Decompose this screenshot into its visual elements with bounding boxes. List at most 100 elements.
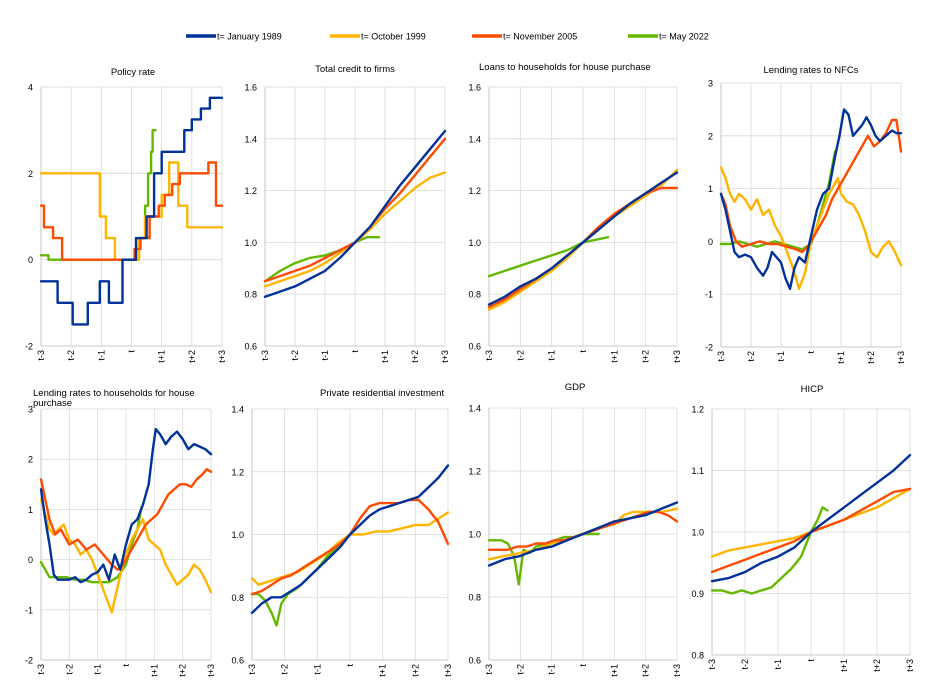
y-tick-label: 0.6 [468, 342, 481, 352]
x-tick-label: t+2 [410, 664, 420, 677]
x-tick-label: t+2 [178, 664, 188, 677]
x-tick-label: t [127, 350, 137, 353]
x-tick-label: t+3 [440, 350, 450, 363]
series-line-t-january-1989 [487, 501, 679, 567]
chart-panel-hicp: HICP 0.8 0.9 1.0 1.1 1.2 t-3 t-2 t-1 t t+1 t+2 t+3 [691, 384, 915, 672]
y-tick-label: 0.6 [244, 342, 257, 352]
y-tick-label: 1.0 [244, 238, 257, 248]
chart-panel-total-credit-to-firms: Total credit to firms 0.6 0.8 1.0 1.2 1.4 1.6 t… [244, 64, 450, 363]
x-tick-label: t-2 [746, 351, 756, 362]
series-line-t-may-2022 [719, 150, 837, 251]
x-tick-label: t-2 [515, 664, 525, 675]
series-line-t-january-1989 [39, 96, 224, 326]
y-tick-label: 3 [708, 79, 713, 89]
y-tick-label: 1.2 [468, 467, 481, 477]
y-tick-label: 3 [28, 405, 33, 415]
legend: t= January 1989 t= October 1999 t= Novembe… [186, 32, 709, 42]
x-tick-label: t+3 [672, 664, 682, 677]
y-tick-label: 0.6 [468, 656, 481, 666]
chart-title: Lending rates to NFCs [763, 65, 858, 76]
x-tick-label: t-1 [547, 350, 557, 361]
y-tick-label: 1.2 [231, 467, 244, 477]
y-tick-label: 1.2 [691, 405, 704, 415]
series-line-t-october-1999 [39, 161, 224, 261]
x-tick-label: t-2 [290, 350, 300, 361]
series-line-t-january-1989 [710, 453, 912, 583]
chart-title: Loans to households for house purchase [479, 62, 651, 73]
series-line-t-november-2005 [39, 468, 213, 571]
chart-panel-policy-rate: Policy rate -2 0 2 4 t-3 t-2 t-1 t t+1 t+2 t+3 [25, 67, 227, 363]
x-tick-label: t-2 [740, 659, 750, 670]
y-tick-label: 2 [28, 169, 33, 179]
x-tick-label: t-2 [64, 664, 74, 675]
y-tick-label: 1.6 [244, 83, 257, 93]
x-tick-label: t-3 [36, 664, 46, 675]
y-tick-label: 1.4 [231, 405, 244, 415]
x-tick-label: t+3 [672, 350, 682, 363]
series-line-t-october-1999 [250, 511, 450, 586]
x-tick-label: t-1 [320, 350, 330, 361]
x-tick-label: t-3 [36, 350, 46, 361]
y-tick-label: -2 [705, 343, 713, 353]
y-tick-label: 1 [708, 184, 713, 194]
chart-title: Private residential investment [320, 388, 444, 399]
x-tick-label: t+2 [866, 351, 876, 364]
x-tick-label: t+2 [187, 350, 197, 363]
y-tick-label: 4 [28, 83, 33, 93]
x-tick-label: t-2 [280, 664, 290, 675]
x-tick-label: t+2 [641, 664, 651, 677]
x-tick-label: t+1 [609, 664, 619, 677]
x-tick-label: t-1 [96, 350, 106, 361]
chart-panel-loans-to-households-for-house-purchase: Loans to households for house purchase 0.… [468, 62, 682, 363]
x-tick-label: t+3 [905, 659, 915, 672]
x-tick-label: t [578, 350, 588, 353]
x-tick-label: t [578, 664, 588, 667]
chart-panel-gdp: GDP 0.6 0.8 1.0 1.2 1.4 t-3 t-2 t-1 t t+1 t+2 t+3 [468, 382, 682, 677]
chart-panel-lending-rates-to-nfcs: Lending rates to NFCs -2 -1 0 1 2 3 t-3 t-2 t-1 t t… [705, 65, 906, 364]
series-line-t-may-2022 [39, 505, 143, 584]
legend-item-t-january-1989: t= January 1989 [186, 32, 282, 42]
x-tick-label: t [345, 664, 355, 667]
y-tick-label: 1.4 [244, 134, 257, 144]
x-tick-label: t+1 [836, 351, 846, 364]
x-tick-label: t-1 [773, 659, 783, 670]
x-tick-label: t [806, 351, 816, 354]
series-line-t-january-1989 [487, 171, 679, 306]
legend-label: t= November 2005 [503, 32, 577, 42]
chart-title: Total credit to firms [315, 64, 395, 75]
x-tick-label: t+2 [872, 659, 882, 672]
series-line-t-november-2005 [719, 118, 903, 254]
y-tick-label: -1 [25, 605, 33, 615]
x-tick-label: t+2 [641, 350, 651, 363]
chart-title: Policy rate [111, 67, 155, 78]
y-tick-label: 0.8 [231, 593, 244, 603]
y-tick-label: 1.0 [468, 530, 481, 540]
x-tick-label: t+1 [378, 664, 388, 677]
y-tick-label: 1.6 [468, 83, 481, 93]
x-tick-label: t-3 [247, 664, 257, 675]
chart-title: GDP [565, 382, 586, 393]
y-tick-label: 0.8 [691, 651, 704, 661]
y-tick-label: -2 [25, 656, 33, 666]
x-tick-label: t [121, 664, 131, 667]
legend-label: t= January 1989 [217, 32, 282, 42]
x-tick-label: t+3 [896, 351, 906, 364]
x-tick-label: t-3 [484, 664, 494, 675]
y-tick-label: 0.8 [244, 290, 257, 300]
chart-panel-lending-rates-to-households-for-house-purchase: Lending rates to households for house pur… [25, 388, 216, 677]
x-tick-label: t [350, 350, 360, 353]
x-tick-label: t-1 [93, 664, 103, 675]
x-tick-label: t+2 [410, 350, 420, 363]
y-tick-label: 0.6 [231, 656, 244, 666]
x-tick-label: t-2 [66, 350, 76, 361]
x-tick-label: t-3 [484, 350, 494, 361]
legend-item-t-may-2022: t= May 2022 [628, 32, 709, 42]
x-tick-label: t+3 [206, 664, 216, 677]
chart-title: HICP [801, 384, 824, 395]
y-tick-label: 1.1 [691, 466, 704, 476]
x-tick-label: t-3 [716, 351, 726, 362]
x-tick-label: t-2 [515, 350, 525, 361]
